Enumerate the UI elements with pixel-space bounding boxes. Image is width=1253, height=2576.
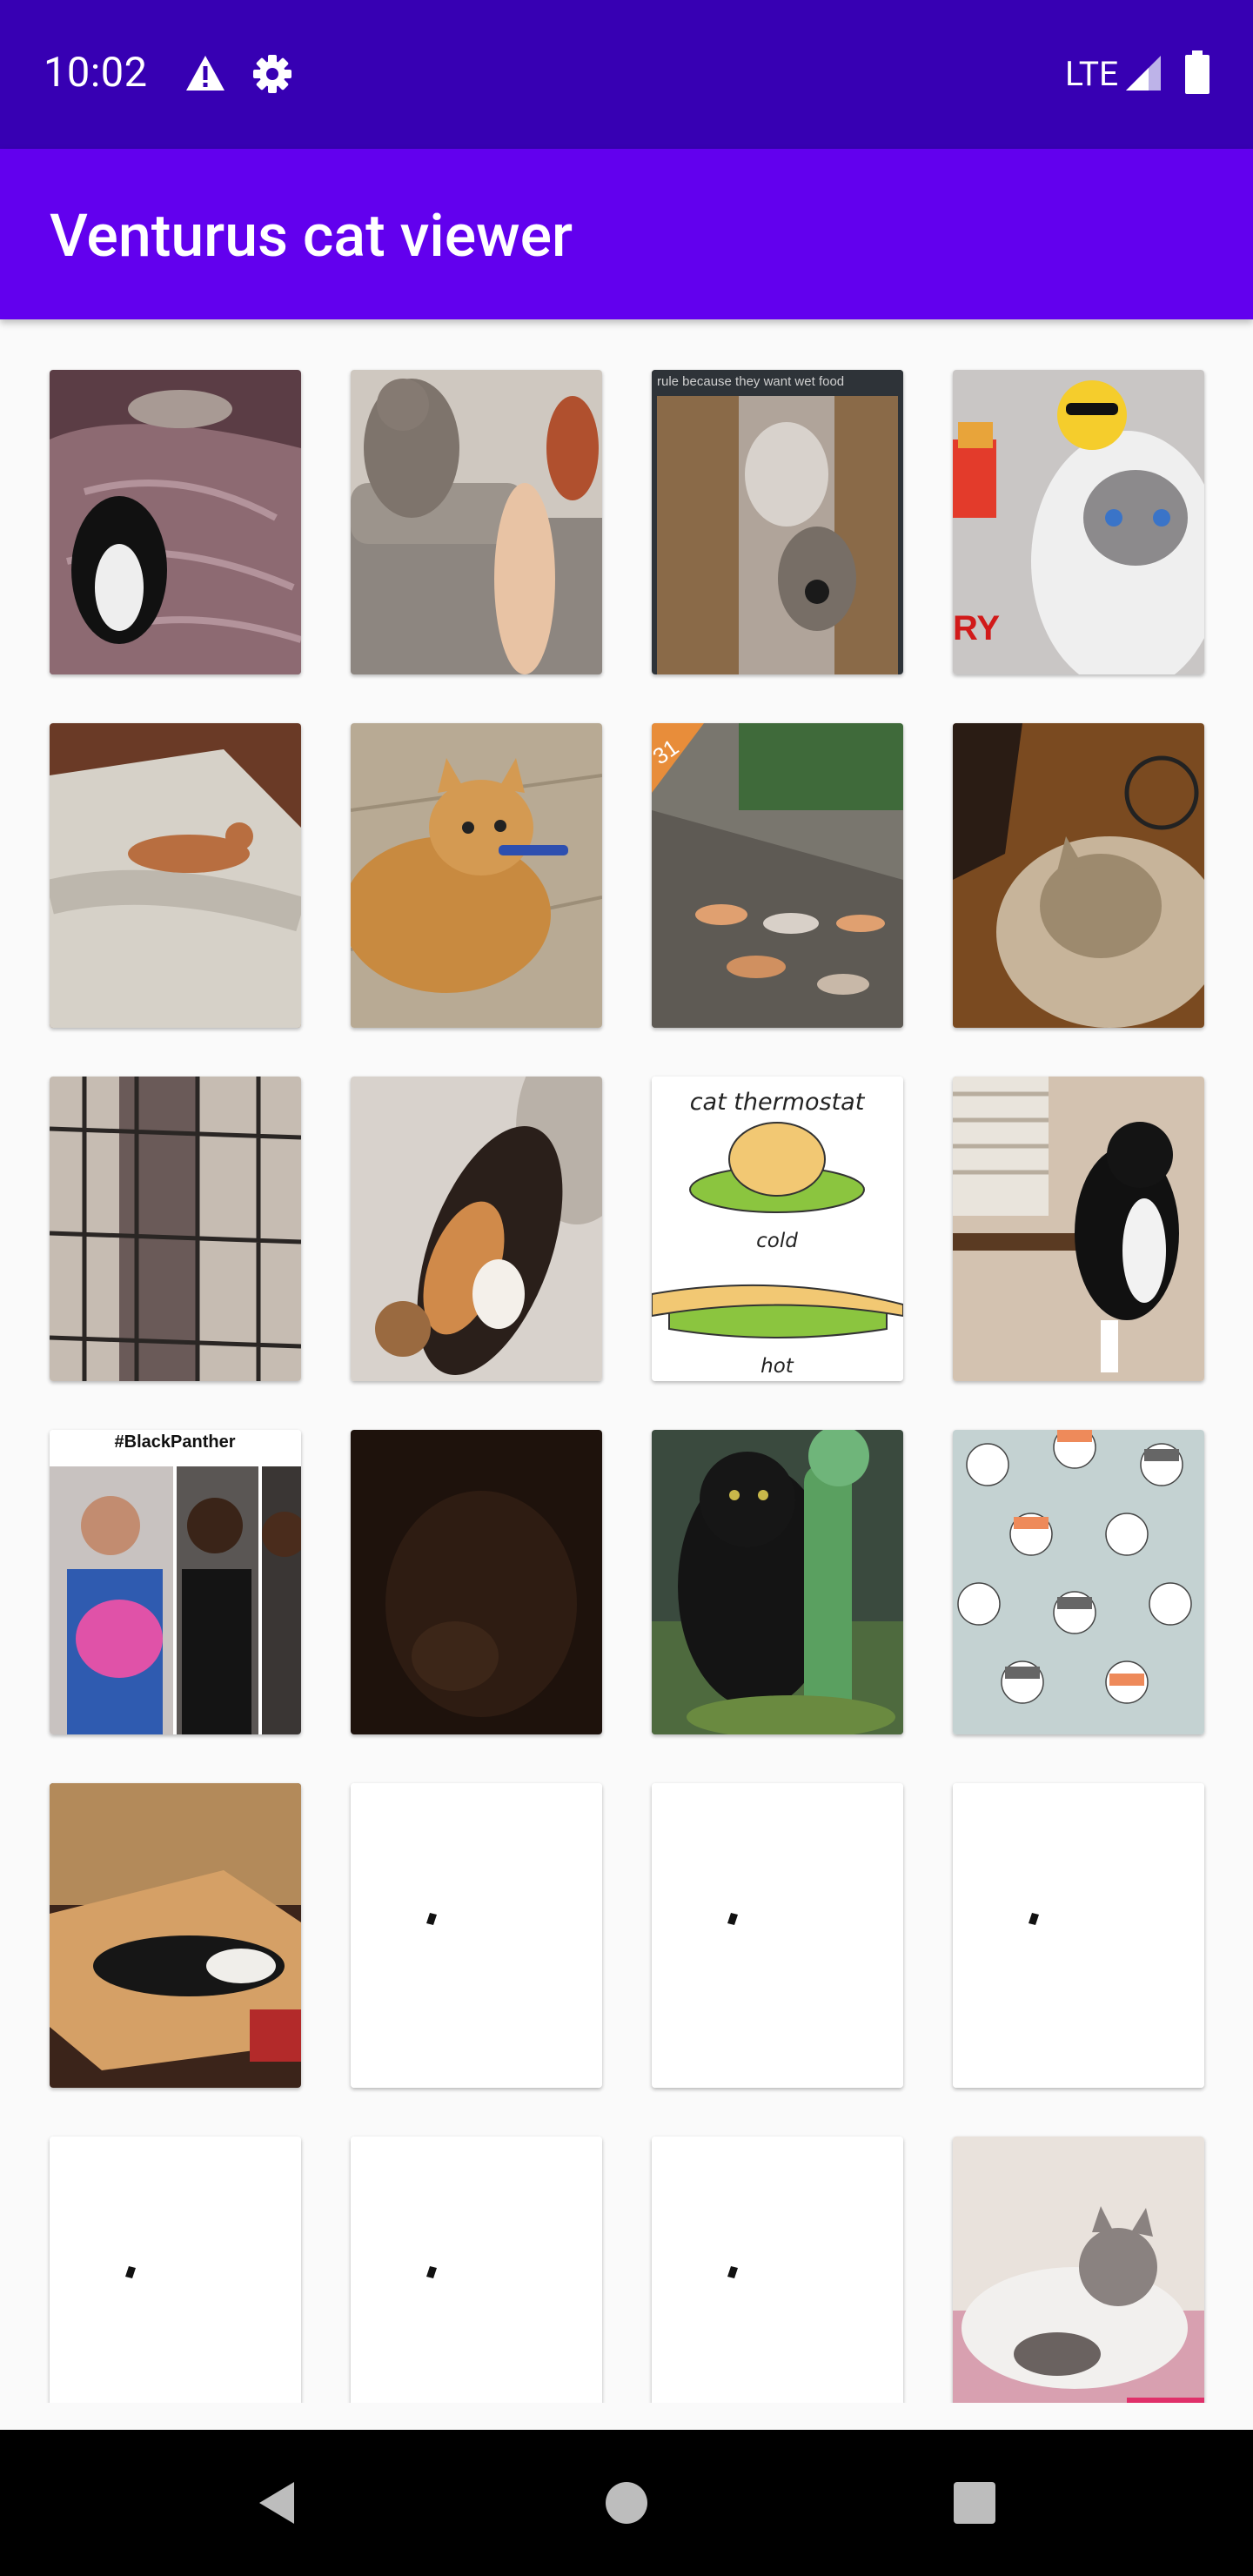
cat-image-card[interactable] bbox=[351, 370, 602, 674]
back-icon[interactable] bbox=[252, 2477, 305, 2529]
cat-image bbox=[50, 1077, 301, 1381]
cat-image bbox=[351, 1077, 602, 1381]
cat-image-card[interactable] bbox=[351, 1077, 602, 1381]
cat-image-card[interactable] bbox=[50, 1783, 301, 2088]
cat-pattern-image bbox=[953, 1430, 1204, 1734]
loading-placeholder-icon bbox=[351, 2137, 602, 2403]
loading-placeholder-icon bbox=[953, 1783, 1204, 2088]
cat-image-card[interactable]: rule because they want wet food bbox=[652, 370, 903, 674]
cat-pattern-card[interactable] bbox=[953, 1430, 1204, 1734]
cat-image bbox=[953, 723, 1204, 1028]
cat-image bbox=[351, 1430, 602, 1734]
cat-thermostat-card[interactable]: cat thermostat cold hot bbox=[652, 1077, 903, 1381]
loading-placeholder-icon bbox=[50, 2137, 301, 2403]
thermostat-title: cat thermostat bbox=[690, 1089, 866, 1116]
image-placeholder-card[interactable] bbox=[351, 2137, 602, 2403]
loading-placeholder-icon bbox=[652, 1783, 903, 2088]
cat-image bbox=[50, 723, 301, 1028]
cat-image-card[interactable] bbox=[351, 1430, 602, 1734]
cat-image bbox=[50, 1783, 301, 2088]
navigation-bar bbox=[0, 2430, 1253, 2576]
loading-placeholder-icon bbox=[652, 2137, 903, 2403]
cat-image-card[interactable] bbox=[50, 723, 301, 1028]
card-4-caption: RY bbox=[953, 609, 1000, 647]
battery-icon bbox=[1185, 50, 1209, 94]
cat-image: 31 bbox=[652, 723, 903, 1028]
image-placeholder-card[interactable] bbox=[50, 2137, 301, 2403]
app-title: Venturus cat viewer bbox=[50, 201, 573, 271]
thermostat-cold-label: cold bbox=[756, 1230, 798, 1252]
network-type: LTE bbox=[1065, 54, 1119, 94]
cat-image-card[interactable] bbox=[953, 723, 1204, 1028]
cat-image-card[interactable]: RY bbox=[953, 370, 1204, 674]
cat-image-card[interactable] bbox=[50, 370, 301, 674]
cat-image-card[interactable]: #BlackPanther bbox=[50, 1430, 301, 1734]
cat-image-grid[interactable]: rule because they want wet food RY bbox=[0, 319, 1253, 2403]
thermostat-hot-label: hot bbox=[761, 1355, 794, 1378]
image-placeholder-card[interactable] bbox=[953, 1783, 1204, 2088]
cat-image: #BlackPanther bbox=[50, 1430, 301, 1734]
cat-image bbox=[50, 370, 301, 674]
card-13-caption: #BlackPanther bbox=[115, 1432, 236, 1452]
app-bar: Venturus cat viewer bbox=[0, 149, 1253, 319]
status-time: 10:02 bbox=[44, 49, 148, 97]
cat-image-card[interactable] bbox=[953, 2137, 1204, 2403]
signal-icon bbox=[1124, 54, 1163, 92]
home-icon[interactable] bbox=[600, 2477, 653, 2529]
cat-image bbox=[351, 723, 602, 1028]
status-bar: 10:02 LTE bbox=[0, 0, 1253, 149]
image-placeholder-card[interactable] bbox=[652, 1783, 903, 2088]
cat-image-card[interactable] bbox=[351, 723, 602, 1028]
cat-image-card[interactable] bbox=[953, 1077, 1204, 1381]
cat-image-card[interactable] bbox=[652, 1430, 903, 1734]
loading-placeholder-icon bbox=[351, 1783, 602, 2088]
cat-image bbox=[953, 2137, 1204, 2403]
recents-icon[interactable] bbox=[948, 2477, 1001, 2529]
cat-image: rule because they want wet food bbox=[652, 370, 903, 674]
cat-image bbox=[953, 1077, 1204, 1381]
cat-image: RY bbox=[953, 370, 1204, 674]
warning-icon bbox=[184, 54, 226, 92]
cat-image-card[interactable]: 31 bbox=[652, 723, 903, 1028]
image-placeholder-card[interactable] bbox=[351, 1783, 602, 2088]
cat-image-card[interactable] bbox=[50, 1077, 301, 1381]
cat-image bbox=[351, 370, 602, 674]
cat-thermostat-image: cat thermostat cold hot bbox=[652, 1077, 903, 1381]
settings-gear-icon bbox=[252, 54, 292, 94]
cat-image bbox=[652, 1430, 903, 1734]
card-3-caption: rule because they want wet food bbox=[657, 374, 844, 389]
image-placeholder-card[interactable] bbox=[652, 2137, 903, 2403]
